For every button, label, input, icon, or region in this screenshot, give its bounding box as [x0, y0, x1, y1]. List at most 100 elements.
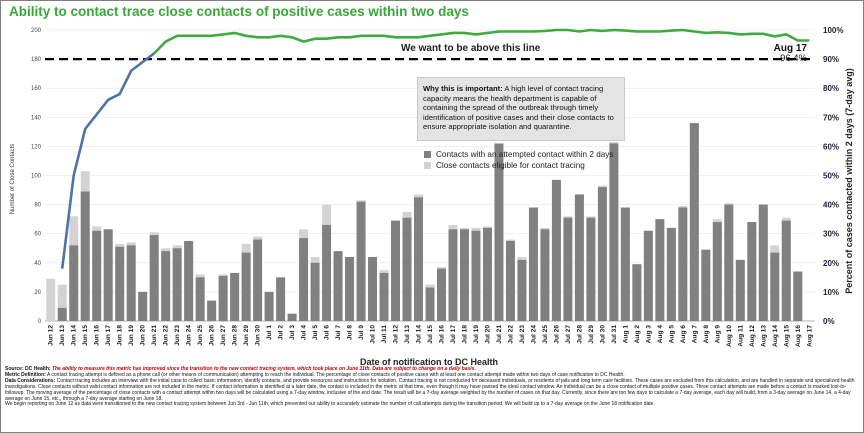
- bar-attempted: [655, 219, 665, 321]
- x-tick-label: Jul 3: [289, 325, 296, 340]
- bar-attempted: [609, 143, 619, 321]
- bar-attempted: [735, 259, 745, 321]
- bar-attempted: [781, 220, 791, 321]
- bar-attempted: [551, 179, 561, 321]
- x-tick-label: Jun 28: [232, 325, 239, 346]
- chart-title: Ability to contact trace close contacts …: [9, 4, 469, 19]
- x-tick-label: Jul 25: [542, 325, 549, 344]
- y2-tick-label: 100%: [823, 26, 843, 35]
- x-tick-label: Jun 29: [243, 325, 250, 346]
- bar-attempted: [195, 277, 205, 321]
- latest-value-label: 96.4%: [780, 53, 807, 64]
- x-tick-label: Aug 13: [760, 325, 767, 347]
- y-tick-label: 40: [34, 261, 41, 267]
- bar-attempted: [563, 217, 573, 321]
- x-tick-label: Jul 5: [312, 325, 319, 340]
- y2-tick-label: 0%: [823, 317, 835, 326]
- footnote-extra: We begin reporting on June 12 as data we…: [5, 401, 655, 408]
- bar-attempted: [276, 277, 286, 321]
- x-tick-label: Jul 22: [507, 325, 514, 344]
- source-label: Source: DC Health;: [5, 366, 51, 372]
- x-tick-label: Jun 20: [140, 325, 147, 346]
- data-label: Data Considerations:: [5, 377, 56, 384]
- y-axis-label: Number of Close Contacts: [10, 144, 16, 214]
- bar-attempted: [724, 204, 734, 321]
- legend-item-eligible: Close contacts eligible for contact trac…: [424, 161, 585, 170]
- x-tick-label: Aug 2: [634, 325, 641, 344]
- y2-tick-label: 90%: [823, 55, 839, 64]
- bar-attempted: [345, 256, 355, 321]
- x-tick-label: Jun 18: [117, 325, 124, 346]
- x-tick-label: Aug 3: [645, 325, 652, 344]
- x-tick-label: Jul 9: [358, 325, 365, 340]
- x-tick-label: Jul 30: [599, 325, 606, 344]
- y-tick-label: 20: [34, 290, 41, 296]
- x-tick-label: Jul 7: [335, 325, 342, 340]
- bar-attempted: [437, 268, 446, 321]
- bar-attempted: [368, 256, 378, 321]
- x-tick-label: Jul 16: [438, 325, 445, 344]
- bar-attempted: [448, 229, 458, 321]
- data-text: Contact tracing includes an interview wi…: [5, 377, 855, 402]
- y2-tick-label: 30%: [823, 230, 839, 239]
- y2-tick-label: 40%: [823, 201, 839, 210]
- bar-attempted: [620, 207, 630, 321]
- x-tick-label: Aug 7: [691, 325, 698, 344]
- x-tick-label: Jul 12: [393, 325, 400, 344]
- x-tick-label: Jul 4: [301, 325, 308, 340]
- x-tick-label: Jun 15: [82, 325, 89, 346]
- bar-eligible: [57, 284, 67, 321]
- x-tick-label: Aug 16: [795, 325, 802, 347]
- x-tick-label: Jul 19: [473, 325, 480, 344]
- x-tick-label: Aug 6: [680, 325, 687, 344]
- bar-attempted: [678, 207, 688, 321]
- x-tick-label: Jun 25: [197, 325, 204, 346]
- y-axis-left: 0 20 40 60 80 100 120 140 160 180 200: [31, 28, 42, 325]
- y2-tick-label: 10%: [823, 288, 839, 297]
- x-tick-label: Aug 8: [703, 325, 710, 344]
- x-tick-label: Aug 1: [622, 325, 629, 344]
- x-tick-label: Aug 4: [657, 325, 664, 344]
- legend-swatch-eligible: [424, 162, 431, 169]
- legend-label-attempted: Contacts with an attempted contact withi…: [436, 150, 614, 159]
- bar-attempted: [425, 287, 435, 321]
- x-tick-label: Jun 30: [255, 325, 262, 346]
- bar-attempted: [218, 275, 228, 321]
- why-important-box: Why this is important: A high level of c…: [417, 77, 625, 141]
- bar-attempted: [80, 191, 90, 321]
- x-tick-label: Aug 17: [806, 325, 813, 347]
- bar-attempted: [149, 235, 159, 321]
- x-tick-label: Jul 13: [404, 325, 411, 344]
- x-axis: Jun 12 Jun 13 Jun 14 Jun 15 Jun 16 Jun 17 Jun …: [48, 325, 814, 347]
- percent-line-early: [60, 52, 155, 269]
- bar-attempted: [207, 300, 217, 321]
- x-tick-label: Aug 5: [668, 325, 675, 344]
- bar-attempted: [414, 197, 423, 321]
- bar-attempted: [287, 313, 297, 321]
- bar-attempted: [103, 229, 113, 321]
- x-tick-label: Jul 17: [450, 325, 457, 344]
- x-tick-label: Jun 13: [59, 325, 66, 346]
- x-tick-label: Aug 14: [772, 325, 779, 347]
- source-note: The ability to measure this metric has i…: [50, 366, 476, 372]
- bar-attempted: [172, 248, 182, 321]
- chart-svg: 0 20 40 60 80 100 120 140 160 180 200 0% 10% 20% 30% 4…: [10, 26, 854, 367]
- bar-attempted: [459, 229, 469, 321]
- bar-attempted: [528, 207, 538, 321]
- x-tick-label: Jun 19: [128, 325, 135, 346]
- bar-attempted: [356, 201, 366, 321]
- y-tick-label: 100: [31, 174, 42, 180]
- bar-attempted: [712, 222, 722, 321]
- footnotes: Source: DC Health; The ability to measur…: [5, 366, 857, 408]
- x-tick-label: Jul 10: [370, 325, 377, 344]
- metric-label: Metric Definition:: [5, 371, 46, 378]
- bar-attempted: [230, 272, 240, 321]
- x-tick-label: Aug 15: [783, 325, 790, 347]
- bar-attempted: [482, 227, 492, 321]
- bar-attempted: [666, 227, 676, 321]
- x-tick-label: Jul 29: [588, 325, 595, 344]
- bar-attempted: [69, 245, 79, 321]
- x-tick-label: Aug 9: [714, 325, 721, 344]
- bar-attempted: [241, 252, 251, 321]
